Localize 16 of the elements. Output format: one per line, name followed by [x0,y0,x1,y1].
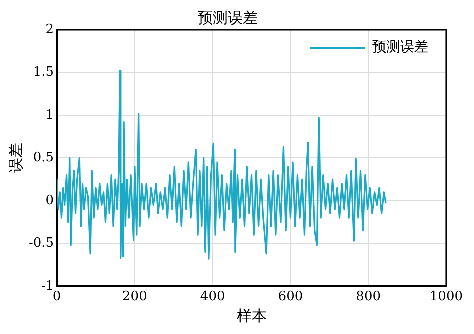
chart-title: 预测误差 [198,8,258,27]
x-tick-label: 800 [356,290,381,305]
x-tick-label: 200 [122,290,148,305]
y-tick-label: 0 [46,193,54,208]
x-axis-title: 样本 [236,306,267,325]
y-tick-label: 1 [46,108,54,123]
x-tick-label: 600 [278,290,304,305]
y-tick-label: -1 [41,278,54,294]
y-tick-label: 2 [46,22,54,38]
legend-label: 预测误差 [372,40,428,56]
y-tick-label: 1.5 [33,65,54,80]
y-tick-label: 0.5 [33,150,54,166]
y-tick-label: -0.5 [28,236,54,252]
x-tick-label: 1000 [430,290,464,305]
y-axis-title: 误差 [6,143,25,174]
x-tick-label: 400 [200,290,226,305]
